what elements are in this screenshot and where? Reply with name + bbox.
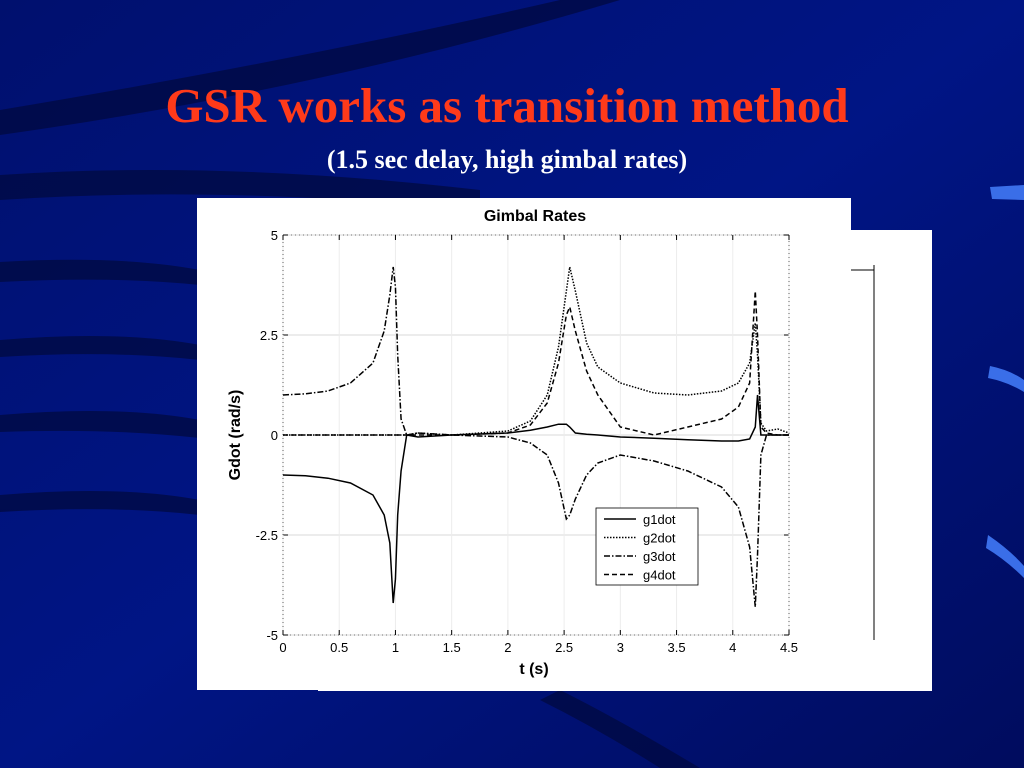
x-tick-label: 1.5 — [443, 640, 461, 655]
chart-title: Gimbal Rates — [484, 208, 586, 225]
decorative-marks — [986, 185, 1024, 578]
slide-subtitle: (1.5 sec delay, high gimbal rates) — [327, 145, 687, 174]
x-tick-label: 2 — [504, 640, 511, 655]
y-tick-label: 0 — [271, 428, 278, 443]
series-line — [282, 394, 789, 604]
x-tick-label: 0 — [279, 640, 286, 655]
x-tick-label: 3 — [617, 640, 624, 655]
legend-box — [595, 507, 699, 586]
x-tick-label: 0.5 — [330, 640, 348, 655]
x-tick-label: 2.5 — [555, 640, 573, 655]
y-tick-label: 2.5 — [260, 328, 278, 343]
series-line — [282, 266, 789, 608]
legend-label: g2dot — [643, 531, 676, 546]
series-line — [283, 266, 790, 436]
y-tick-label: -5 — [266, 628, 278, 643]
legend-label: g4dot — [643, 568, 676, 583]
back-panel-axis — [850, 265, 875, 640]
legend: g1dot g2dot g3dot g4dot — [595, 507, 699, 586]
y-tick-label: -2.5 — [256, 528, 278, 543]
x-tick-label: 4.5 — [780, 640, 798, 655]
y-axis-label: Gdot (rad/s) — [227, 390, 244, 481]
slide-title: GSR works as transition method — [165, 78, 848, 133]
x-axis-label: t (s) — [519, 661, 548, 678]
legend-label: g1dot — [643, 512, 676, 527]
x-tick-label: 3.5 — [668, 640, 686, 655]
x-tick-label: 4 — [729, 640, 736, 655]
y-tick-label: 5 — [271, 228, 278, 243]
chart-panel — [197, 198, 851, 690]
x-tick-label: 1 — [392, 640, 399, 655]
series-line — [283, 290, 789, 436]
chart: Gimbal Rates t (s) Gdot (rad/s) -5 -2.5 0 2… — [227, 208, 798, 678]
legend-label: g3dot — [643, 549, 676, 564]
